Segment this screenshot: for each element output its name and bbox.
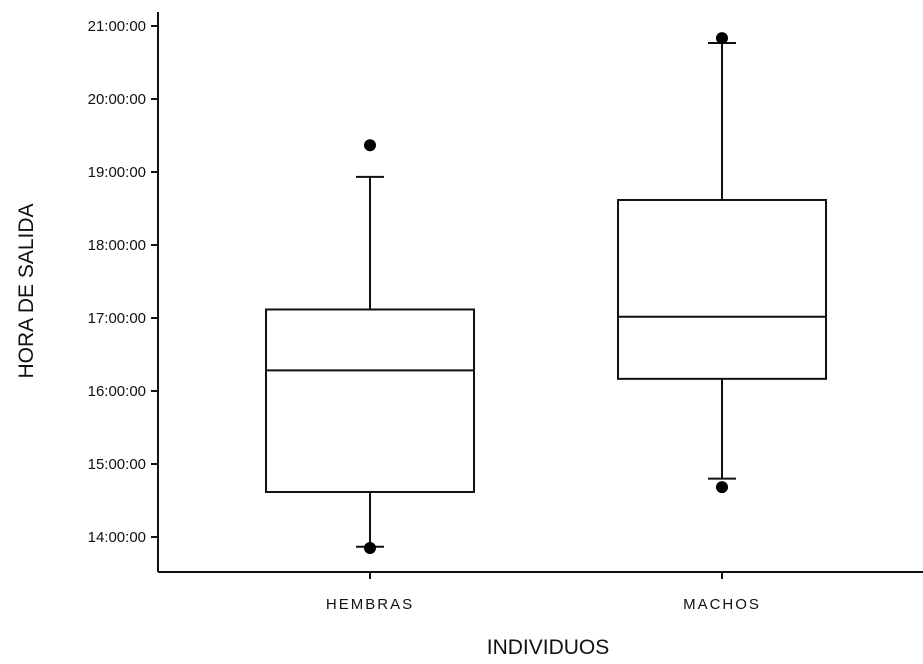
y-tick-label: 21:00:00 bbox=[88, 18, 146, 35]
x-tick-label: HEMBRAS bbox=[326, 596, 414, 613]
y-tick-label: 19:00:00 bbox=[88, 164, 146, 181]
box-group-machos bbox=[617, 32, 827, 494]
y-tick-label: 14:00:00 bbox=[88, 529, 146, 546]
plot-area bbox=[265, 32, 827, 554]
y-axis: 14:00:00 15:00:00 16:00:00 17:00:00 18:00:00… bbox=[88, 12, 159, 572]
outlier-point bbox=[364, 139, 376, 152]
x-tick-label: MACHOS bbox=[683, 596, 761, 613]
y-tick-label: 17:00:00 bbox=[88, 310, 146, 327]
y-tick-label: 20:00:00 bbox=[88, 91, 146, 108]
box-group-hembras bbox=[265, 139, 475, 554]
iqr-box bbox=[617, 198, 827, 380]
y-tick-label: 18:00:00 bbox=[88, 237, 146, 254]
y-tick-label: 15:00:00 bbox=[88, 456, 146, 473]
y-axis-title: HORA DE SALIDA bbox=[15, 203, 38, 378]
x-axis: HEMBRAS MACHOS bbox=[158, 571, 923, 613]
outlier-point bbox=[716, 32, 728, 45]
iqr-box bbox=[265, 308, 475, 493]
y-tick-label: 16:00:00 bbox=[88, 383, 146, 400]
outlier-point bbox=[364, 541, 376, 554]
x-axis-title: INDIVIDUOS bbox=[487, 636, 610, 659]
outlier-point bbox=[716, 481, 728, 494]
